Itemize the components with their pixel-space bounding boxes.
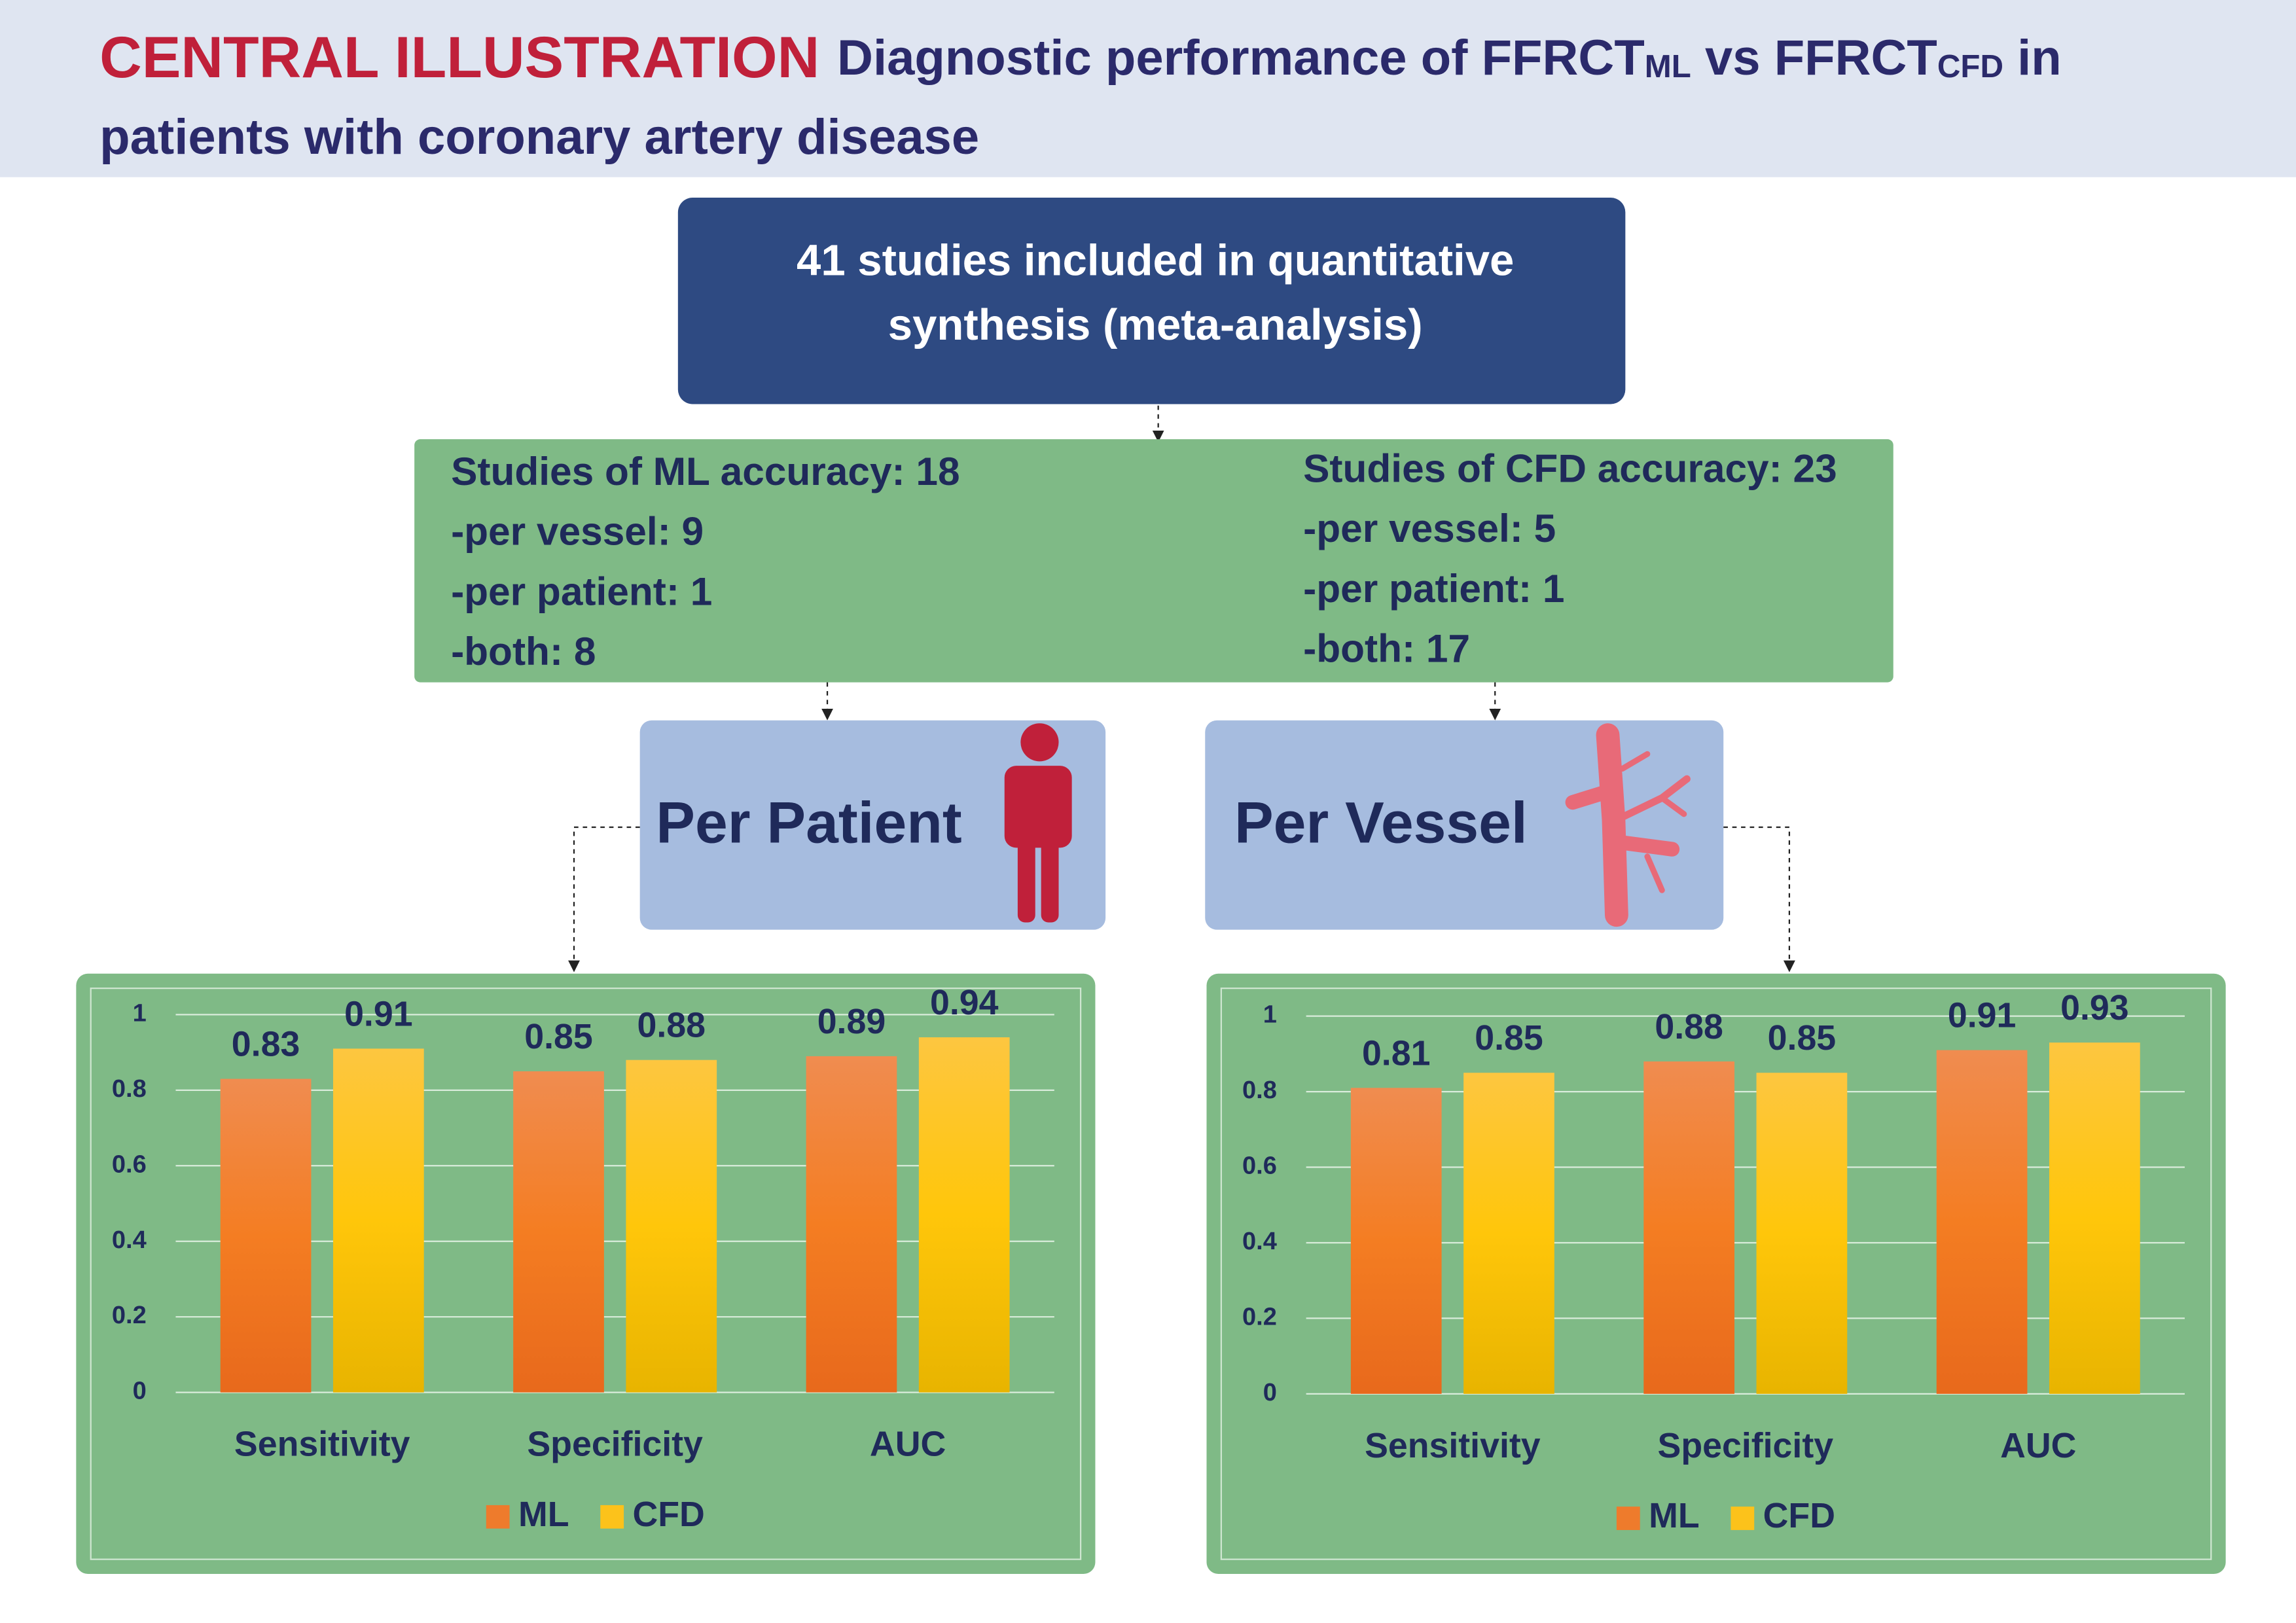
study-text: -per vessel: 9 bbox=[451, 509, 704, 554]
y-tick-label: 0.4 bbox=[1242, 1228, 1277, 1255]
value-label: 0.94 bbox=[930, 983, 999, 1022]
x-tick-label: AUC bbox=[2000, 1426, 2076, 1465]
study-text: Studies of ML accuracy: 18 bbox=[451, 449, 960, 493]
y-tick-label: 0.2 bbox=[112, 1302, 147, 1329]
title-part: in bbox=[2003, 30, 2062, 86]
x-tick-label: Sensitivity bbox=[1365, 1426, 1541, 1465]
chart-frame bbox=[90, 988, 1082, 1560]
y-tick-label: 0.2 bbox=[1242, 1303, 1277, 1330]
title-part: vs FFRCT bbox=[1691, 30, 1937, 86]
x-tick-label: AUC bbox=[870, 1425, 946, 1464]
x-tick-label: Specificity bbox=[527, 1425, 703, 1464]
legend-swatch bbox=[486, 1505, 510, 1529]
x-tick-label: Specificity bbox=[1658, 1426, 1834, 1465]
value-label: 0.91 bbox=[1948, 996, 2016, 1035]
group-box bbox=[639, 720, 1106, 930]
bar bbox=[806, 1056, 897, 1393]
value-label: 0.81 bbox=[1362, 1033, 1430, 1073]
study-text: -per patient: 1 bbox=[451, 569, 712, 613]
y-tick-label: 0 bbox=[133, 1378, 147, 1405]
study-text: -both: 17 bbox=[1303, 626, 1470, 671]
y-tick-label: 0.6 bbox=[1242, 1152, 1277, 1180]
legend-swatch bbox=[1616, 1507, 1640, 1530]
bar bbox=[1936, 1050, 2028, 1394]
study-box bbox=[414, 439, 1893, 683]
y-tick-label: 0.8 bbox=[112, 1075, 147, 1103]
vessel-icon bbox=[1565, 723, 1691, 927]
bar bbox=[1463, 1073, 1554, 1394]
bar bbox=[626, 1060, 717, 1393]
arrow bbox=[1723, 826, 1795, 972]
legend-label: ML bbox=[518, 1495, 569, 1534]
bar bbox=[513, 1071, 604, 1393]
value-label: 0.85 bbox=[1475, 1018, 1543, 1058]
value-label: 0.88 bbox=[637, 1006, 706, 1045]
header-label: CENTRAL ILLUSTRATION bbox=[99, 24, 819, 90]
study-text: -per patient: 1 bbox=[1303, 566, 1564, 611]
y-tick-label: 1 bbox=[1263, 1001, 1277, 1029]
title-line: patients with coronary artery disease bbox=[99, 109, 979, 165]
group-label: Per Patient bbox=[656, 790, 961, 855]
bar bbox=[1756, 1073, 1848, 1394]
header-band bbox=[0, 0, 2296, 177]
top-box-text: 41 studies included in quantitative bbox=[797, 236, 1514, 285]
value-label: 0.89 bbox=[817, 1002, 886, 1041]
value-label: 0.88 bbox=[1655, 1007, 1723, 1046]
value-label: 0.93 bbox=[2060, 988, 2129, 1027]
y-tick-label: 0.6 bbox=[112, 1150, 147, 1178]
study-text: Studies of CFD accuracy: 23 bbox=[1303, 446, 1837, 490]
value-label: 0.83 bbox=[232, 1025, 300, 1064]
top-box-text: synthesis (meta-analysis) bbox=[888, 300, 1423, 349]
y-tick-label: 0.8 bbox=[1242, 1077, 1277, 1104]
bar bbox=[1643, 1061, 1735, 1394]
arrow bbox=[568, 826, 640, 972]
study-text: -both: 8 bbox=[451, 629, 596, 673]
chart-frame bbox=[1220, 988, 2212, 1560]
title-sub: ML bbox=[1645, 48, 1691, 84]
top-box bbox=[677, 198, 1626, 404]
value-label: 0.85 bbox=[1768, 1018, 1837, 1058]
person-icon bbox=[1004, 723, 1072, 923]
bar bbox=[918, 1037, 1010, 1393]
title-part: Diagnostic performance of FFRCT bbox=[837, 30, 1645, 86]
header-title: CENTRAL ILLUSTRATION Diagnostic performan… bbox=[99, 24, 2062, 90]
group-box bbox=[1205, 720, 1724, 930]
y-tick-label: 1 bbox=[133, 999, 147, 1027]
title-sub: CFD bbox=[1937, 48, 2003, 84]
y-tick-label: 0.4 bbox=[112, 1226, 147, 1254]
bar bbox=[220, 1079, 312, 1393]
y-tick-label: 0 bbox=[1263, 1379, 1277, 1406]
legend-label: CFD bbox=[632, 1495, 704, 1534]
legend-label: CFD bbox=[1763, 1496, 1835, 1535]
bar bbox=[1350, 1088, 1442, 1394]
value-label: 0.91 bbox=[344, 994, 413, 1033]
legend-swatch bbox=[1731, 1507, 1755, 1530]
x-tick-label: Sensitivity bbox=[234, 1425, 410, 1464]
group-label: Per Vessel bbox=[1234, 790, 1528, 855]
value-label: 0.85 bbox=[524, 1017, 593, 1056]
bar bbox=[2049, 1043, 2140, 1394]
legend-label: ML bbox=[1649, 1496, 1700, 1535]
legend-swatch bbox=[600, 1505, 624, 1529]
bar bbox=[332, 1048, 424, 1393]
study-text: -per vessel: 5 bbox=[1303, 506, 1556, 550]
